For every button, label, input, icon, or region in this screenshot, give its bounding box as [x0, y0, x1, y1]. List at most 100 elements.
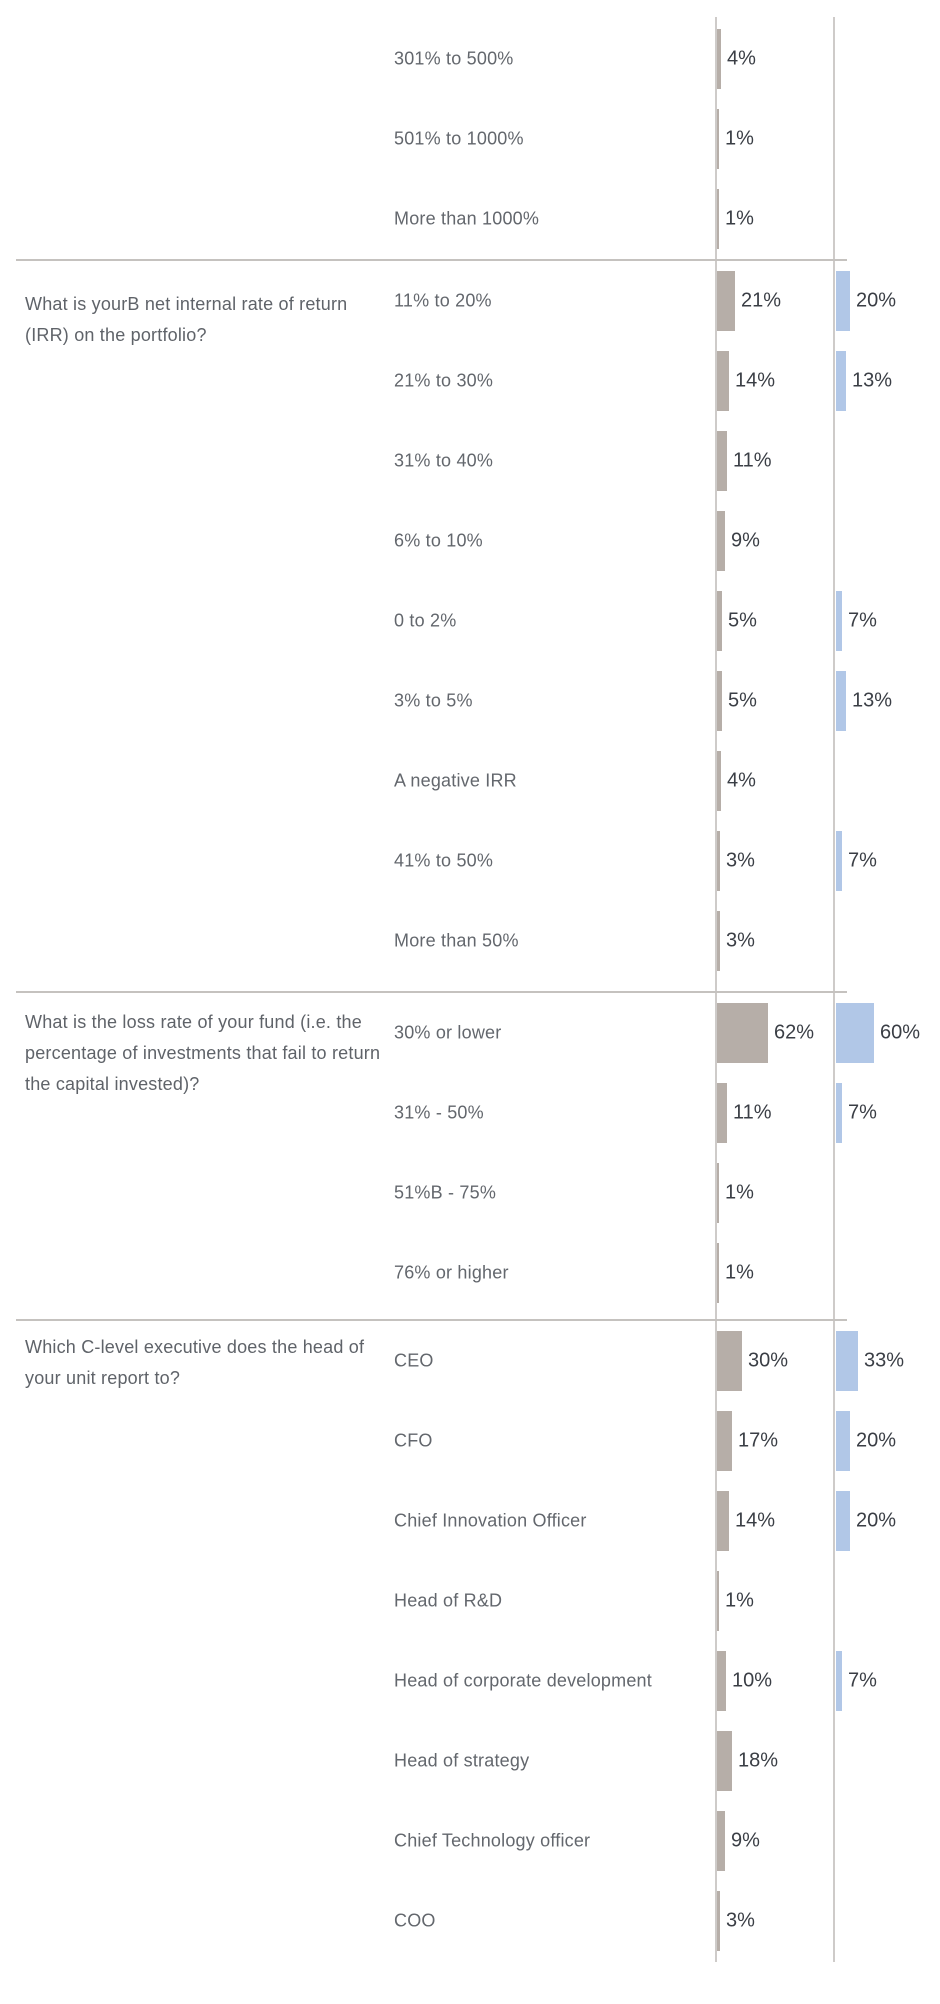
answer-row: Head of strategy 18%: [0, 1721, 940, 1801]
col1-bar[interactable]: [717, 1731, 732, 1791]
answer-row: 11% to 20% 21% 20%: [0, 261, 940, 341]
answer-option-label: Chief Technology officer: [394, 1830, 591, 1851]
col1-bar[interactable]: [717, 431, 727, 491]
col1-bar[interactable]: [717, 1491, 729, 1551]
answer-option-label: 301% to 500%: [394, 48, 514, 69]
col1-bar[interactable]: [717, 1891, 720, 1951]
col1-value-label: 9%: [731, 529, 760, 552]
answer-row: Chief Innovation Officer 14% 20%: [0, 1481, 940, 1561]
answer-option-label: 21% to 30%: [394, 370, 494, 391]
col1-bar[interactable]: [717, 671, 722, 731]
answer-option-label: 76% or higher: [394, 1262, 509, 1283]
col1-value-label: 1%: [725, 1181, 754, 1204]
answer-row: More than 1000% 1%: [0, 179, 940, 259]
col2-bar[interactable]: [836, 1083, 842, 1143]
col2-value-label: 60%: [880, 1021, 921, 1044]
answer-row: 3% to 5% 5% 13%: [0, 661, 940, 741]
answer-option-label: 30% or lower: [394, 1022, 502, 1043]
col1-bar[interactable]: [717, 911, 720, 971]
col2-bar[interactable]: [836, 1411, 850, 1471]
col2-value-label: 20%: [856, 1509, 897, 1532]
question-text: What is yourB net internal rate of retur…: [25, 294, 348, 345]
col1-bar[interactable]: [717, 1003, 768, 1063]
col1-bar[interactable]: [717, 1411, 732, 1471]
col1-bar[interactable]: [717, 29, 721, 89]
col1-bar[interactable]: [717, 189, 719, 249]
answer-option-label: 31% to 40%: [394, 450, 494, 471]
answer-row: 6% to 10% 9%: [0, 501, 940, 581]
col1-bar[interactable]: [717, 1331, 742, 1391]
col1-value-label: 1%: [725, 207, 754, 230]
col1-bar[interactable]: [717, 1163, 719, 1223]
col2-bar[interactable]: [836, 591, 842, 651]
col2-value-label: 33%: [864, 1349, 905, 1372]
col2-value-label: 13%: [852, 369, 893, 392]
answer-option-label: 6% to 10%: [394, 530, 483, 551]
col2-bar[interactable]: [836, 1651, 842, 1711]
answer-option-label: More than 1000%: [394, 208, 540, 229]
answer-row: 501% to 1000% 1%: [0, 99, 940, 179]
answer-option-label: Head of strategy: [394, 1750, 530, 1771]
answer-row: A negative IRR 4%: [0, 741, 940, 821]
col1-bar[interactable]: [717, 831, 720, 891]
answer-row: COO 3%: [0, 1881, 940, 1961]
col1-value-label: 14%: [735, 1509, 776, 1532]
col2-bar[interactable]: [836, 271, 850, 331]
col1-bar[interactable]: [717, 271, 735, 331]
section-divider: [16, 1319, 847, 1321]
answer-option-label: CFO: [394, 1430, 433, 1451]
col1-value-label: 1%: [725, 1261, 754, 1284]
section-divider: [16, 259, 847, 261]
survey-chart-sections: 301% to 500% 4% 501% to 1000% 1% More than 1…: [0, 19, 940, 1961]
col2-axis-line: [833, 17, 835, 1962]
col2-bar[interactable]: [836, 1003, 874, 1063]
col1-value-label: 1%: [725, 1589, 754, 1612]
answer-row: 41% to 50% 3% 7%: [0, 821, 940, 901]
answer-row: 21% to 30% 14% 13%: [0, 341, 940, 421]
col1-bar[interactable]: [717, 511, 725, 571]
col1-value-label: 62%: [774, 1021, 815, 1044]
answer-row: Chief Technology officer 9%: [0, 1801, 940, 1881]
col2-bar[interactable]: [836, 671, 846, 731]
col1-bar[interactable]: [717, 591, 722, 651]
col1-value-label: 14%: [735, 369, 776, 392]
question-text: Which C-level executive does the head of…: [25, 1337, 365, 1388]
col2-value-label: 13%: [852, 689, 893, 712]
col2-bar[interactable]: [836, 1491, 850, 1551]
col2-bar[interactable]: [836, 1331, 858, 1391]
answer-row: 31% - 50% 11% 7%: [0, 1073, 940, 1153]
answer-option-label: A negative IRR: [394, 770, 517, 791]
answer-option-label: 51%B - 75%: [394, 1182, 497, 1203]
col1-bar[interactable]: [717, 1651, 726, 1711]
col1-value-label: 21%: [741, 289, 782, 312]
answer-option-label: Head of R&D: [394, 1590, 503, 1611]
col1-bar[interactable]: [717, 109, 719, 169]
answer-option-label: Chief Innovation Officer: [394, 1510, 587, 1531]
answer-row: Head of corporate development 10% 7%: [0, 1641, 940, 1721]
col2-bar[interactable]: [836, 351, 846, 411]
question-section: What is the loss rate of your fund (i.e.…: [0, 991, 940, 1319]
answer-row: CFO 17% 20%: [0, 1401, 940, 1481]
col1-bar[interactable]: [717, 751, 721, 811]
answer-row: 30% or lower 62% 60%: [0, 993, 940, 1073]
answer-row: CEO 30% 33%: [0, 1321, 940, 1401]
col1-bar[interactable]: [717, 351, 729, 411]
col1-bar[interactable]: [717, 1571, 719, 1631]
col1-value-label: 18%: [738, 1749, 779, 1772]
answer-option-label: CEO: [394, 1350, 434, 1371]
col1-value-label: 5%: [728, 609, 757, 632]
col1-bar[interactable]: [717, 1811, 725, 1871]
col2-value-label: 7%: [848, 1101, 877, 1124]
col1-value-label: 9%: [731, 1829, 760, 1852]
col2-value-label: 7%: [848, 1669, 877, 1692]
answer-option-label: More than 50%: [394, 930, 519, 951]
answer-option-label: 41% to 50%: [394, 850, 494, 871]
answer-row: More than 50% 3%: [0, 901, 940, 981]
col2-bar[interactable]: [836, 831, 842, 891]
question-section: 301% to 500% 4% 501% to 1000% 1% More than 1…: [0, 19, 940, 259]
col1-bar[interactable]: [717, 1243, 719, 1303]
answer-option-label: 3% to 5%: [394, 690, 473, 711]
question-section: What is yourB net internal rate of retur…: [0, 259, 940, 991]
col1-bar[interactable]: [717, 1083, 727, 1143]
